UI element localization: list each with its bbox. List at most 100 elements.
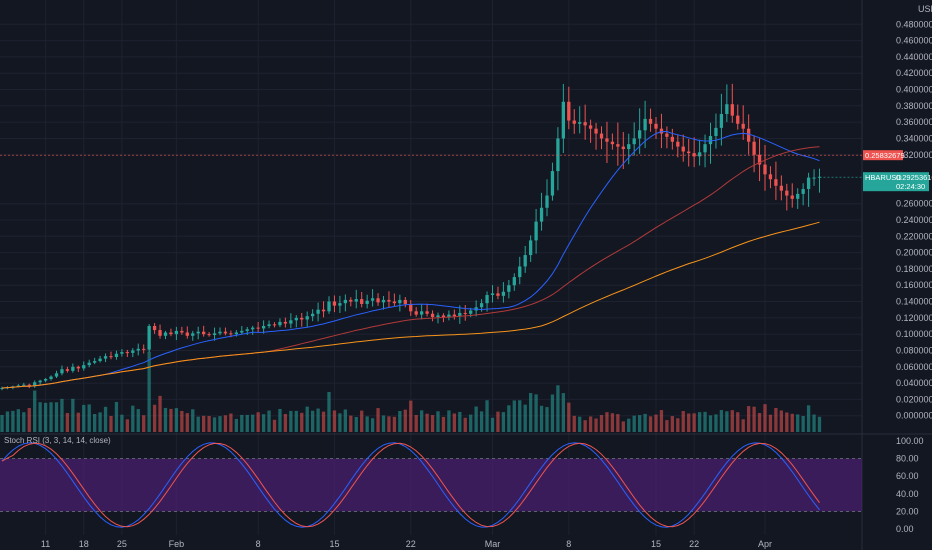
volume-bar [251, 414, 255, 432]
axes: 0.48000000 0.46000000 0.44000000 0.42000000… [41, 4, 932, 549]
candle-body [801, 189, 805, 194]
volume-bar [202, 415, 206, 432]
stoch-rsi-pane: 100.00 80.00 60.00 40.00 20.00 0.00 Stoch RSI … [0, 436, 924, 534]
symbol-text: HBARUSD [865, 173, 902, 182]
candle-body [441, 315, 446, 318]
price-tick-label: 0.36000000 [896, 117, 932, 127]
volume-bar [131, 405, 135, 432]
ma20-line [1, 130, 820, 389]
candle-body [311, 313, 315, 317]
candle-body [594, 128, 598, 134]
price-tick-label: 0.14000000 [896, 297, 932, 307]
volume-bar [556, 385, 560, 432]
candle-body [381, 299, 386, 303]
candle-body [627, 144, 631, 150]
volume-bar [796, 414, 800, 432]
candle-body [234, 332, 238, 335]
volume-bar [392, 416, 397, 432]
candle-body [458, 312, 462, 317]
volume-bar [572, 415, 576, 432]
candle-body [98, 358, 102, 362]
volume-bar [567, 402, 571, 432]
volume-bar [234, 418, 238, 432]
volume-bar [714, 414, 718, 432]
volume-bar [370, 418, 375, 432]
time-tick-label: 22 [406, 539, 416, 549]
last-price-text: 0.29253610 [896, 173, 932, 182]
volume-bar [87, 404, 91, 432]
stoch-rsi-label: Stoch RSI (3, 3, 14, 14, close) [4, 436, 111, 445]
candle-body [420, 311, 424, 315]
volume-bar [779, 410, 783, 432]
volume-bar [283, 413, 288, 432]
candle-body [218, 331, 222, 334]
volume-bar [387, 416, 391, 432]
candle-body [507, 285, 511, 292]
candle-body [163, 332, 168, 336]
candle-body [605, 138, 609, 142]
volume-bar [550, 394, 555, 432]
volume-bar [643, 413, 647, 432]
time-tick-label: 15 [329, 539, 339, 549]
volume-bar [185, 413, 189, 432]
volume-bar [594, 418, 598, 432]
time-tick-label: 25 [117, 539, 127, 549]
candle-body [387, 299, 391, 302]
volume-bar [142, 415, 146, 432]
stoch-tick-label: 60.00 [896, 471, 919, 481]
volume-bar [507, 405, 511, 432]
candle-body [147, 326, 151, 350]
candle-body [703, 144, 707, 153]
candle-body [790, 195, 794, 199]
candle-body [43, 379, 48, 381]
volume-bar [479, 411, 484, 432]
candle-body [599, 133, 604, 139]
stoch-tick-label: 0.00 [896, 524, 914, 534]
volume-bar [360, 410, 364, 432]
candle-body [349, 299, 353, 302]
stoch-k-line [1, 442, 820, 528]
volume-bar [93, 414, 97, 432]
volume-bar [289, 410, 293, 432]
candle-body [54, 373, 59, 377]
price-tick-label: 0.40000000 [896, 85, 932, 95]
candle-body [398, 299, 402, 304]
volume-bar [114, 401, 119, 432]
volume-bar [616, 414, 620, 432]
candle-body [251, 327, 255, 330]
price-tick-label: 0.04000000 [896, 378, 932, 388]
price-candles [0, 83, 822, 391]
volume-bar [305, 406, 309, 432]
candle-body [447, 314, 451, 318]
volume-bar [485, 400, 489, 432]
volume-bar [16, 409, 20, 432]
candle-body [294, 317, 298, 321]
price-tick-label: 0.06000000 [896, 362, 932, 372]
candle-body [785, 190, 789, 196]
candle-body [610, 141, 615, 145]
candle-body [621, 146, 625, 150]
price-tick-label: 0.46000000 [896, 36, 932, 46]
candle-body [725, 104, 729, 114]
volume-bar [174, 408, 179, 432]
volume-bar [240, 414, 244, 432]
volume-bar [441, 416, 446, 432]
volume-bar [736, 412, 740, 432]
candle-body [327, 301, 331, 312]
candle-body [180, 330, 184, 333]
time-tick-label: 11 [41, 539, 50, 549]
candle-body [730, 104, 734, 116]
candle-body [490, 293, 495, 296]
volume-bar [223, 415, 228, 432]
price-tick-label: 0.26000000 [896, 199, 932, 209]
candle-body [343, 299, 347, 304]
candle-body [120, 352, 124, 354]
upper-price-badge [863, 150, 903, 161]
volume-bar [98, 412, 102, 432]
volume-bar [518, 400, 522, 432]
time-tick-label: Apr [758, 539, 772, 549]
volume-bar [33, 390, 37, 432]
price-tick-label: 0.02000000 [896, 394, 932, 404]
candle-body [654, 123, 658, 129]
volume-bar [501, 412, 506, 432]
